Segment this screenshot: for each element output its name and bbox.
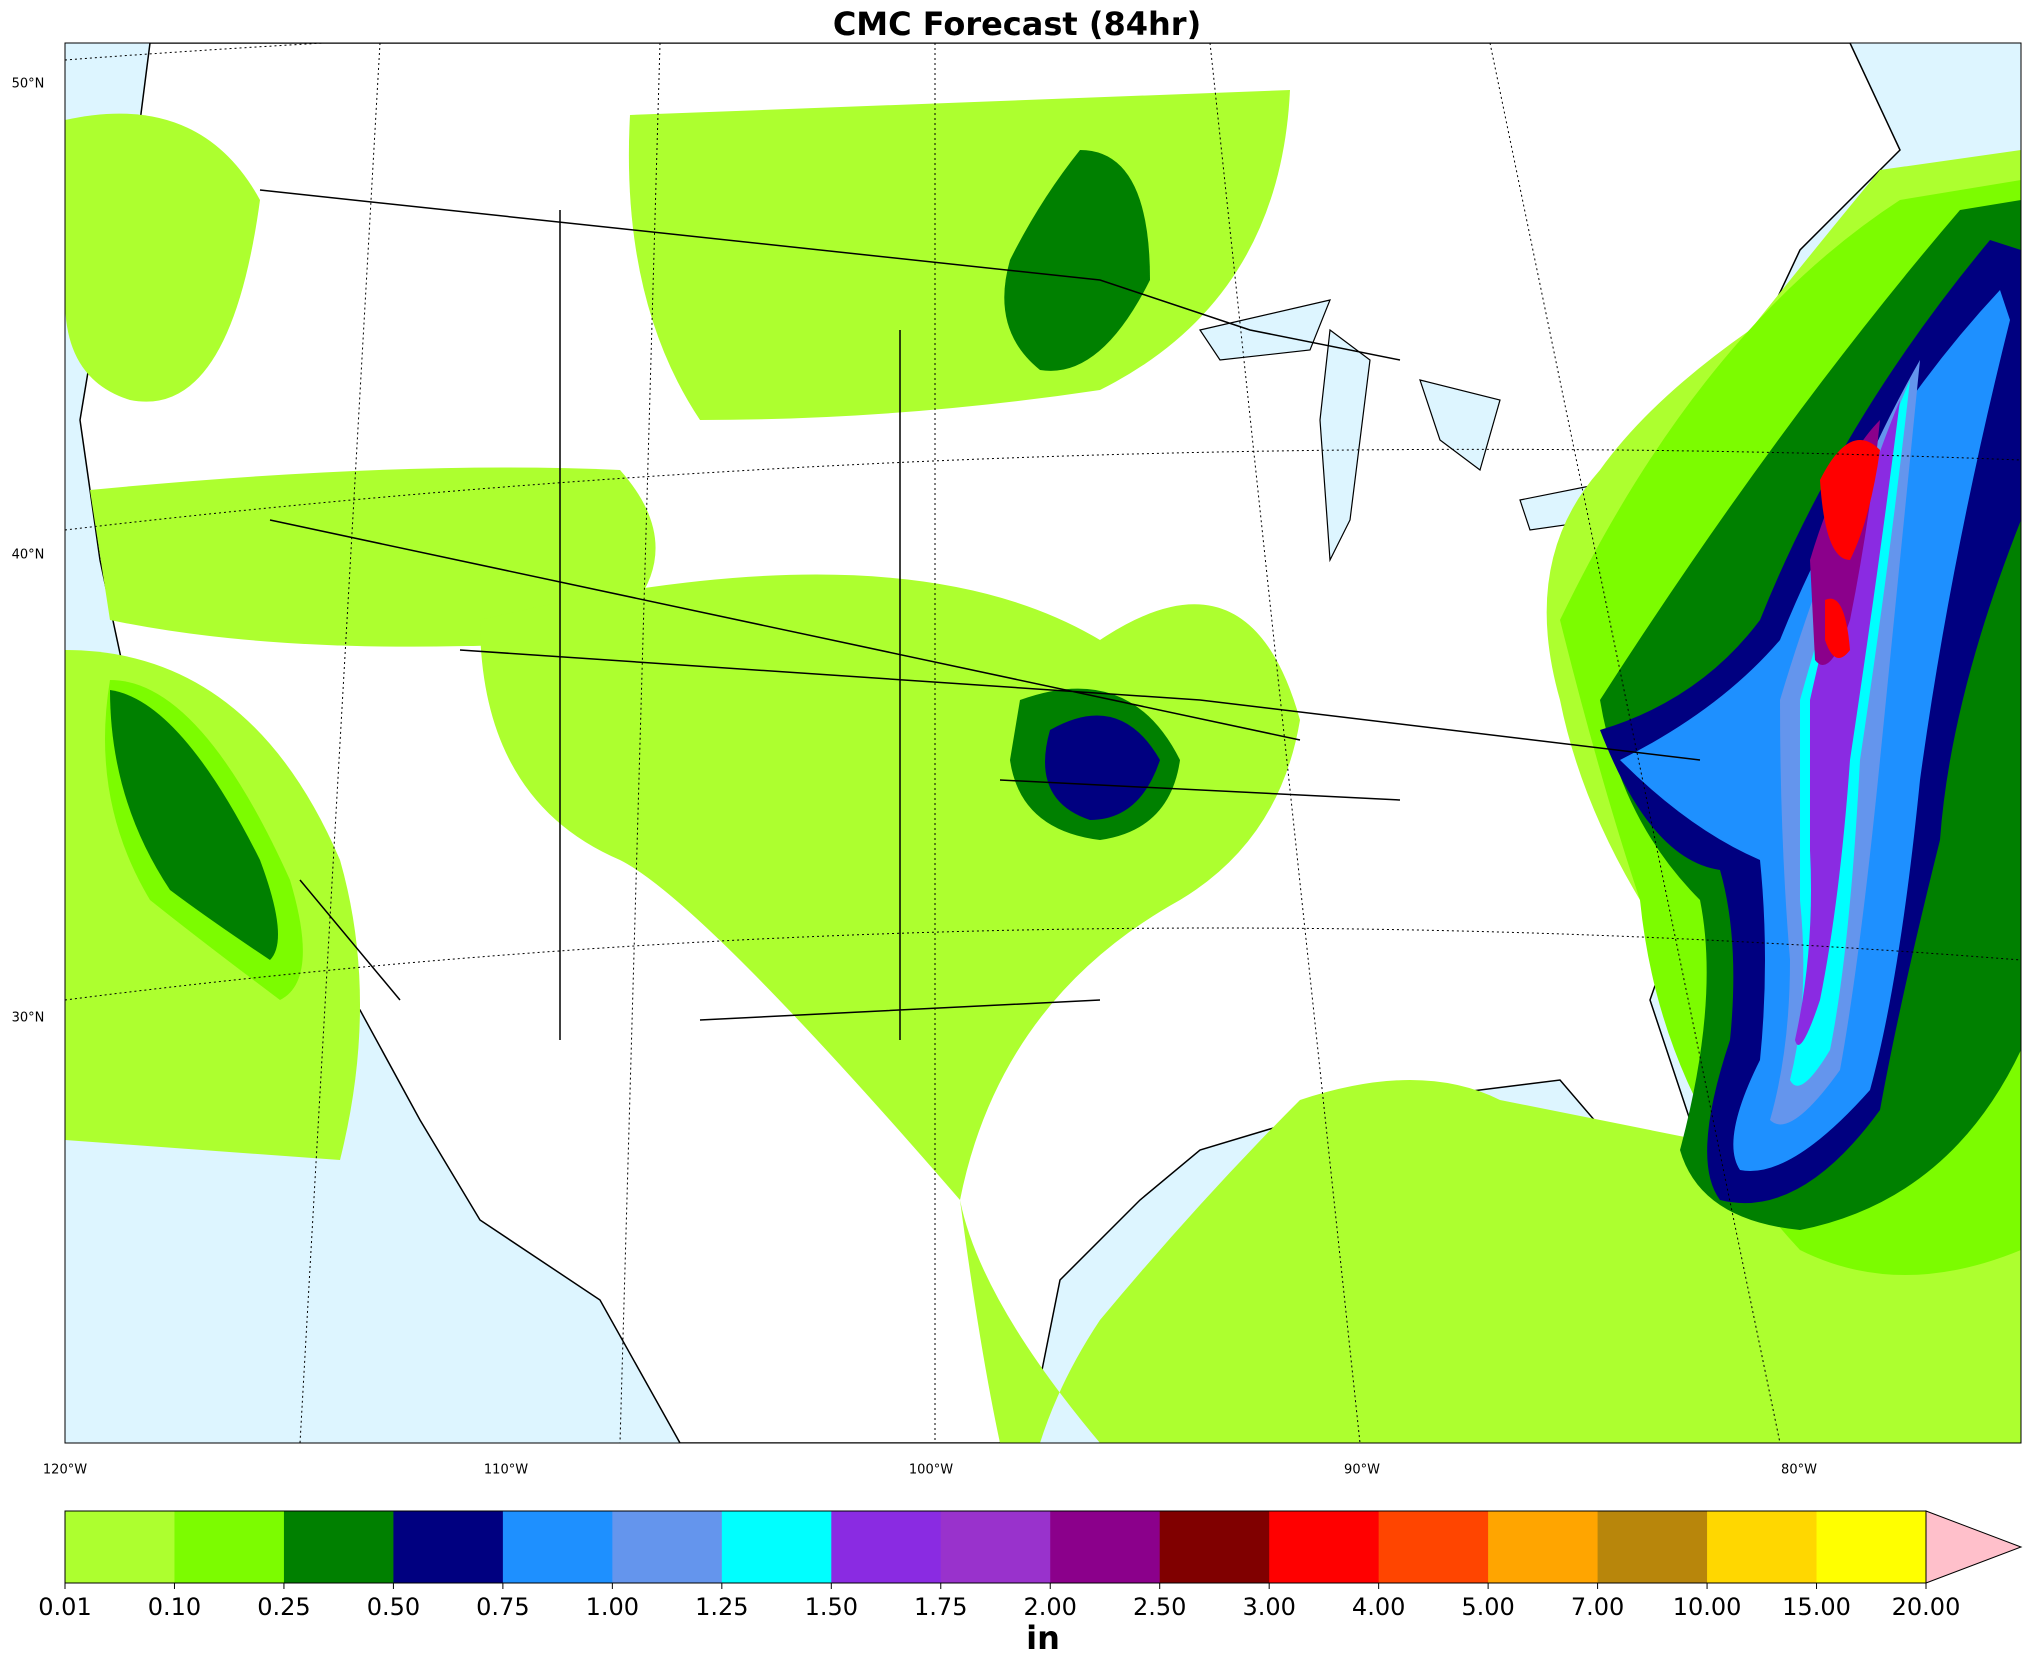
colorbar-label: 1.00 [586,1593,639,1621]
colorbar-unit: in [1026,1619,1060,1657]
precip-area [1820,440,1880,560]
colorbar-segment [1488,1511,1599,1583]
map [65,43,2021,1443]
colorbar-segment [1707,1511,1818,1583]
colorbar-label: 0.10 [148,1593,201,1621]
precipitation [65,90,2021,1443]
precip-area [1825,598,1850,658]
colorbar-label: 0.25 [257,1593,310,1621]
colorbar-segment [1378,1511,1489,1583]
colorbar-segment [502,1511,613,1583]
lon-label: 120°W [43,1463,87,1478]
graticule [299,43,1781,1443]
colorbar-label: 5.00 [1461,1593,1514,1621]
colorbar-label: 0.01 [38,1593,91,1621]
colorbar-segment [1159,1511,1270,1583]
precip-area [1045,715,1160,820]
lat-label: 50°N [12,77,45,92]
colorbar-segment [1050,1511,1161,1583]
colorbar-segment [831,1511,942,1583]
graticule [65,43,2021,1001]
colorbar-label: 2.50 [1133,1593,1186,1621]
colorbar-segment [1269,1511,1380,1583]
colorbar-label: 4.00 [1352,1593,1405,1621]
colorbar-segment [65,1511,175,1583]
precip-area [480,150,2021,1443]
borders [259,189,1701,1040]
lat-label: 30°N [12,1011,45,1026]
colorbar-label: 0.75 [476,1593,529,1621]
colorbar-segment [721,1511,832,1583]
lakes [1199,299,1622,563]
colorbar-segment [174,1511,285,1583]
lat-labels: 50°N 40°N 30°N [12,77,45,1026]
title: CMC Forecast (84hr) [833,5,1201,43]
colorbar-extend [1925,1510,2023,1584]
lon-label: 90°W [1344,1463,1380,1478]
colorbar-segment [393,1511,504,1583]
colorbar-label: 0.50 [367,1593,420,1621]
colorbar-label: 20.00 [1892,1593,1961,1621]
precip-area [1004,150,1150,371]
precip-area [1795,400,1900,1045]
colorbar-frame [64,1510,1927,1584]
precip-area [65,113,260,402]
lon-label: 110°W [484,1463,528,1478]
colorbar-segment [1816,1511,1927,1583]
lon-label: 100°W [909,1463,953,1478]
lon-labels: 120°W 110°W 100°W 90°W 80°W [43,1463,1817,1478]
colorbar-label: 1.25 [695,1593,748,1621]
colorbar-label: 1.75 [914,1593,967,1621]
precip-area [90,467,656,647]
colorbar-label: 10.00 [1673,1593,1742,1621]
colorbar-segment [1597,1511,1708,1583]
colorbar-segment [940,1511,1051,1583]
lon-label: 80°W [1781,1463,1817,1478]
precip-area [110,690,278,960]
colorbar: 0.01 0.10 0.25 0.50 0.75 1.00 1.25 1.50 1.75 2.00… [38,1510,2023,1621]
colorbar-label: 7.00 [1571,1593,1624,1621]
lat-label: 40°N [12,548,45,563]
colorbar-segment [612,1511,723,1583]
colorbar-label: 15.00 [1782,1593,1851,1621]
colorbar-label: 1.50 [805,1593,858,1621]
colorbar-label: 3.00 [1242,1593,1295,1621]
colorbar-label: 2.00 [1024,1593,1077,1621]
colorbar-segment [283,1511,394,1583]
map-frame [64,42,2022,1444]
